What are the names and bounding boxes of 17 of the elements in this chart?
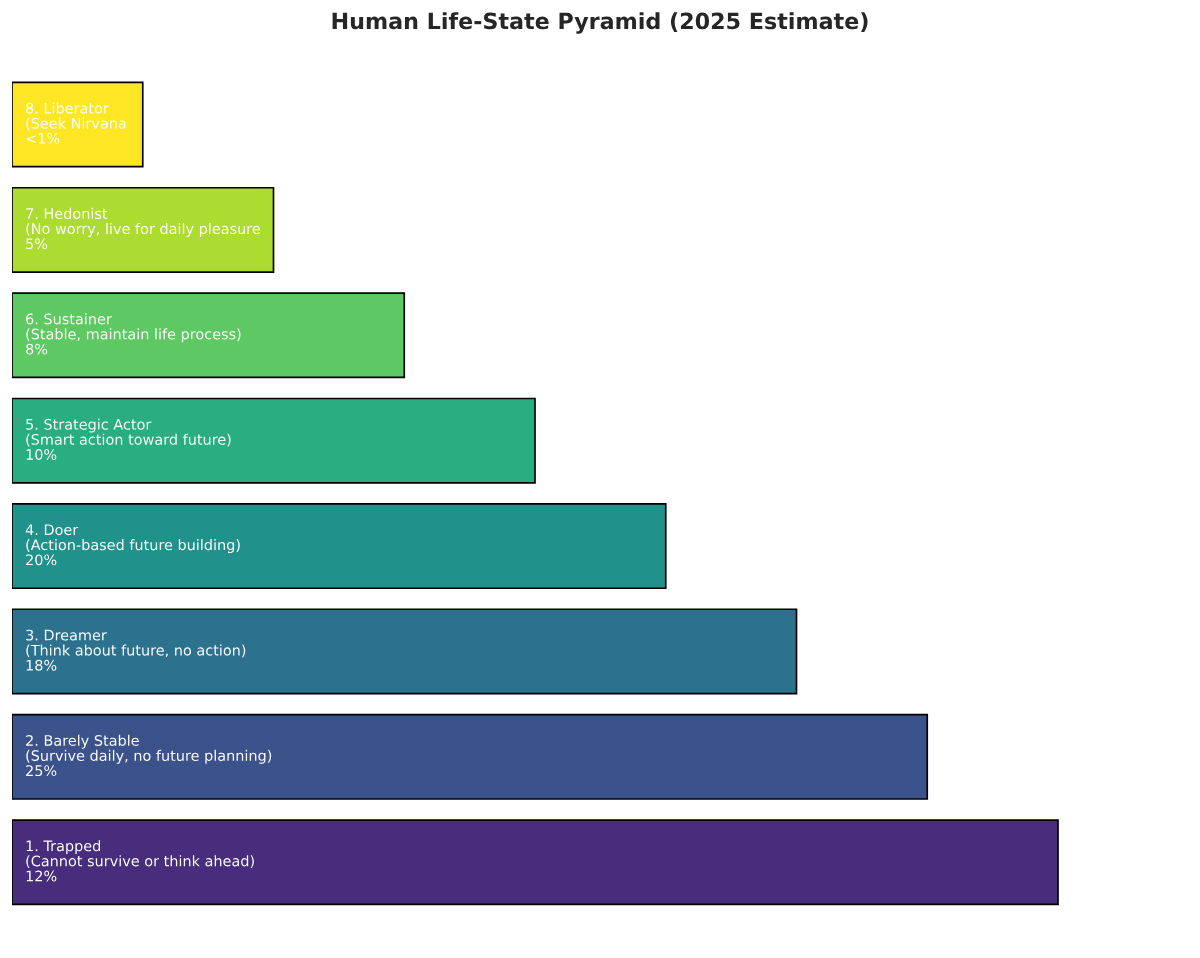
bar — [12, 503, 667, 590]
bar — [12, 186, 275, 273]
bar — [12, 397, 536, 484]
bar — [12, 819, 1059, 906]
y-tick-label: 8. Liberator (Seek Nirvana <1% — [26, 102, 126, 144]
bar — [12, 713, 929, 800]
bar — [12, 292, 406, 379]
y-tick-label: 5. Strategic Actor (Smart action toward future) 10% — [26, 418, 231, 460]
chart-title: Human Life-State Pyramid (2025 Estimate) — [332, 12, 868, 34]
y-tick-label: 7. Hedonist (No worry, live for daily pleasure 5% — [26, 207, 260, 250]
y-tick-label: 3. Dreamer (Think about future, no action) 18% — [26, 629, 246, 671]
bar — [12, 608, 798, 695]
bar — [12, 81, 144, 168]
y-tick-label: 4. Doer (Action-based future building) 20% — [25, 524, 240, 566]
y-tick-label: 1. Trapped (Cannot survive or think ahead) 12% — [26, 840, 254, 882]
y-tick-label: 6. Sustainer (Stable, maintain life process) 8% — [26, 313, 241, 355]
y-tick-label: 2. Barely Stable (Survive daily, no future planning) 25% — [26, 734, 272, 777]
